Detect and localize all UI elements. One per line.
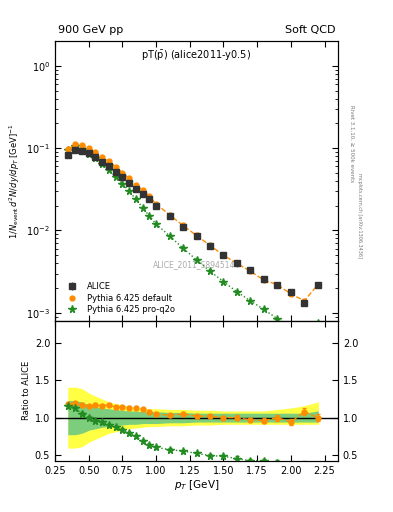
Pythia 6.425 pro-q2o [154, 221, 158, 227]
Pythia 6.425 default [288, 291, 293, 297]
Pythia 6.425 default [107, 158, 111, 164]
Pythia 6.425 pro-q2o [261, 306, 266, 312]
Pythia 6.425 pro-q2o [113, 174, 118, 180]
Pythia 6.425 pro-q2o [93, 155, 98, 161]
Pythia 6.425 default [261, 277, 266, 283]
Pythia 6.425 default [208, 242, 212, 248]
Pythia 6.425 pro-q2o [194, 257, 199, 263]
Text: 900 GeV pp: 900 GeV pp [58, 26, 123, 35]
Pythia 6.425 pro-q2o [208, 268, 212, 274]
Pythia 6.425 default [93, 148, 98, 155]
Pythia 6.425 default [73, 141, 77, 147]
Pythia 6.425 default [127, 175, 132, 181]
Pythia 6.425 default [113, 164, 118, 170]
Line: Pythia 6.425 default: Pythia 6.425 default [66, 141, 320, 303]
Pythia 6.425 default [147, 193, 152, 199]
Pythia 6.425 pro-q2o [221, 279, 226, 285]
Pythia 6.425 default [66, 146, 71, 152]
Text: ALICE_2011_S8945144: ALICE_2011_S8945144 [153, 261, 240, 269]
Text: mcplots.cern.ch [arXiv:1306.3436]: mcplots.cern.ch [arXiv:1306.3436] [357, 173, 362, 258]
Pythia 6.425 pro-q2o [120, 181, 125, 187]
Pythia 6.425 pro-q2o [316, 320, 320, 326]
Pythia 6.425 pro-q2o [107, 167, 111, 173]
Legend: ALICE, Pythia 6.425 default, Pythia 6.425 pro-q2o: ALICE, Pythia 6.425 default, Pythia 6.42… [59, 280, 177, 317]
Pythia 6.425 default [86, 145, 91, 151]
Pythia 6.425 default [120, 170, 125, 176]
Pythia 6.425 default [100, 154, 105, 160]
Pythia 6.425 default [194, 232, 199, 239]
Pythia 6.425 default [140, 187, 145, 193]
Pythia 6.425 pro-q2o [181, 245, 185, 251]
Pythia 6.425 pro-q2o [73, 143, 77, 149]
Pythia 6.425 default [134, 182, 138, 188]
Pythia 6.425 pro-q2o [100, 161, 105, 167]
Y-axis label: $1/N_{\mathrm{event}}\,d^2N/dy/dp_T\;[\mathrm{GeV}]^{-1}$: $1/N_{\mathrm{event}}\,d^2N/dy/dp_T\;[\m… [7, 123, 22, 239]
Pythia 6.425 pro-q2o [235, 289, 239, 295]
Pythia 6.425 pro-q2o [80, 146, 84, 152]
Pythia 6.425 default [154, 201, 158, 207]
Pythia 6.425 pro-q2o [66, 147, 71, 154]
Pythia 6.425 pro-q2o [167, 233, 172, 239]
Pythia 6.425 pro-q2o [288, 325, 293, 331]
Pythia 6.425 pro-q2o [134, 196, 138, 202]
Pythia 6.425 pro-q2o [140, 204, 145, 210]
Text: pT($\bar{\mathrm{p}}$) (alice2011-y0.5): pT($\bar{\mathrm{p}}$) (alice2011-y0.5) [141, 49, 252, 63]
Pythia 6.425 pro-q2o [127, 188, 132, 194]
Pythia 6.425 pro-q2o [147, 213, 152, 219]
Text: Rivet 3.1.10, ≥ 500k events: Rivet 3.1.10, ≥ 500k events [349, 105, 354, 182]
Y-axis label: Ratio to ALICE: Ratio to ALICE [22, 361, 31, 420]
Pythia 6.425 default [181, 222, 185, 228]
Pythia 6.425 default [302, 298, 307, 304]
Pythia 6.425 default [167, 212, 172, 218]
Pythia 6.425 default [221, 252, 226, 259]
Pythia 6.425 default [235, 260, 239, 266]
Text: Soft QCD: Soft QCD [285, 26, 335, 35]
Pythia 6.425 default [80, 142, 84, 148]
Pythia 6.425 pro-q2o [275, 315, 280, 322]
Pythia 6.425 default [248, 268, 253, 274]
Line: Pythia 6.425 pro-q2o: Pythia 6.425 pro-q2o [65, 142, 321, 343]
X-axis label: $p_T$ [GeV]: $p_T$ [GeV] [174, 478, 219, 493]
Pythia 6.425 default [275, 282, 280, 288]
Pythia 6.425 pro-q2o [248, 298, 253, 304]
Pythia 6.425 pro-q2o [86, 151, 91, 157]
Pythia 6.425 pro-q2o [302, 336, 307, 342]
Pythia 6.425 default [316, 282, 320, 288]
